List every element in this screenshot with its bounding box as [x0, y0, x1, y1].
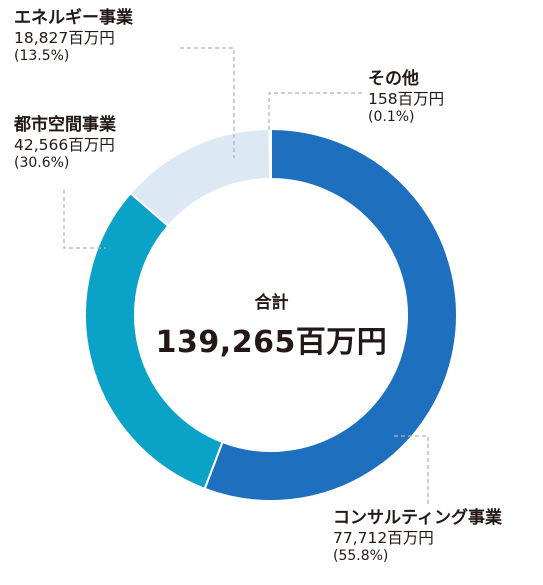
label-other-amount: 158百万円	[368, 89, 445, 108]
label-consulting-percent: (55.8%)	[333, 547, 389, 564]
label-consulting-amount: 77,712百万円	[333, 528, 434, 547]
leader-other	[268, 92, 365, 130]
slice-other	[268, 127, 272, 181]
label-urban-percent: (30.6%)	[14, 154, 70, 171]
leader-consulting	[394, 435, 429, 505]
donut-center-total: 合計 139,265百万円	[0, 288, 543, 361]
label-other-percent: (0.1%)	[368, 108, 415, 125]
slice-urban	[84, 191, 224, 491]
leader-urban	[63, 190, 106, 249]
label-urban: 都市空間事業 42,566百万円 (30.6%)	[14, 115, 116, 172]
total-label: 合計	[254, 293, 289, 313]
label-energy: エネルギー事業 18,827百万円 (13.5%)	[14, 8, 133, 65]
donut-slices	[84, 127, 459, 502]
slice-consulting	[203, 127, 459, 502]
label-other: その他 158百万円 (0.1%)	[368, 69, 444, 126]
label-other-name: その他	[368, 69, 419, 89]
leader-lines	[63, 47, 429, 505]
label-energy-name: エネルギー事業	[14, 8, 133, 28]
label-energy-percent: (13.5%)	[14, 47, 70, 64]
slice-energy	[129, 127, 272, 228]
label-energy-amount: 18,827百万円	[14, 28, 115, 47]
label-urban-name: 都市空間事業	[14, 115, 116, 135]
label-consulting-name: コンサルティング事業	[333, 508, 502, 528]
total-value: 139,265百万円	[155, 325, 388, 360]
label-consulting: コンサルティング事業 77,712百万円 (55.8%)	[333, 508, 502, 565]
leader-energy	[180, 47, 235, 158]
label-urban-amount: 42,566百万円	[14, 135, 115, 154]
